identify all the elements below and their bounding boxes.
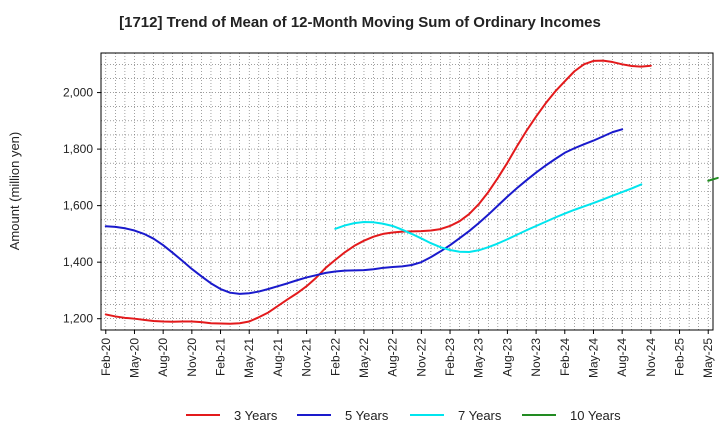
x-tick-label: Nov-20 [185, 338, 199, 377]
legend-swatch [297, 414, 331, 416]
x-tick-label: Nov-21 [300, 338, 314, 377]
plot-frame [100, 52, 714, 331]
x-tick-label: Feb-20 [99, 338, 113, 376]
series-layer [104, 59, 719, 325]
x-tick-label: Aug-23 [500, 338, 514, 377]
legend-item-7-years: 7 Years [410, 404, 501, 426]
legend-swatch [522, 414, 556, 416]
legend-label: 3 Years [234, 407, 278, 423]
x-tick-label: Aug-20 [156, 338, 170, 377]
legend-label: 7 Years [458, 407, 502, 423]
x-tick-label: Feb-24 [558, 338, 572, 376]
x-tick-label: Nov-24 [644, 338, 658, 377]
x-tick-label: May-24 [586, 338, 600, 378]
x-tick-label: Aug-21 [271, 338, 285, 377]
x-tick-label: May-25 [701, 338, 715, 378]
x-tick-label: May-20 [127, 338, 141, 378]
x-tick-label: May-21 [242, 338, 256, 378]
x-tick-label: Aug-24 [615, 338, 629, 377]
x-tick-label: May-23 [472, 338, 486, 378]
x-tick-label: Feb-22 [328, 338, 342, 376]
x-tick-label: Nov-23 [529, 338, 543, 377]
series-line-3-years [104, 59, 652, 325]
grid-layer [101, 53, 713, 330]
series-line-7-years [334, 183, 643, 253]
y-tick-label: 2,000 [63, 86, 93, 100]
series-line-10-years [707, 176, 719, 182]
legend-swatch [410, 414, 444, 416]
x-tick-label: Feb-21 [214, 338, 228, 376]
x-tick-label: Feb-23 [443, 338, 457, 376]
legend-item-3-years: 3 Years [186, 404, 277, 426]
legend-item-5-years: 5 Years [297, 404, 388, 426]
legend-swatch [186, 414, 220, 416]
x-tick-label: Nov-22 [414, 338, 428, 377]
legend-label: 5 Years [345, 407, 389, 423]
x-tick-label: May-22 [357, 338, 371, 378]
legend-item-10-years: 10 Years [522, 404, 621, 426]
x-tick-label: Feb-25 [673, 338, 687, 376]
y-tick-label: 1,600 [63, 199, 93, 213]
y-tick-label: 1,400 [63, 255, 93, 269]
legend-label: 10 Years [570, 407, 621, 423]
legend: 3 Years 5 Years 7 Years 10 Years [0, 404, 720, 426]
series-line-5-years [104, 128, 624, 295]
y-tick-label: 1,800 [63, 142, 93, 156]
x-tick-labels: Feb-20 May-20 Aug-20 Nov-20 Feb-21 May-21 Aug-… [99, 330, 715, 378]
y-tick-label: 1,200 [63, 312, 93, 326]
y-tick-labels: 1,200 1,400 1,600 1,800 2,000 [63, 86, 101, 326]
y-axis-label: Amount (million yen) [7, 132, 22, 251]
x-tick-label: Aug-22 [386, 338, 400, 377]
chart-title: [1712] Trend of Mean of 12-Month Moving … [119, 14, 601, 31]
